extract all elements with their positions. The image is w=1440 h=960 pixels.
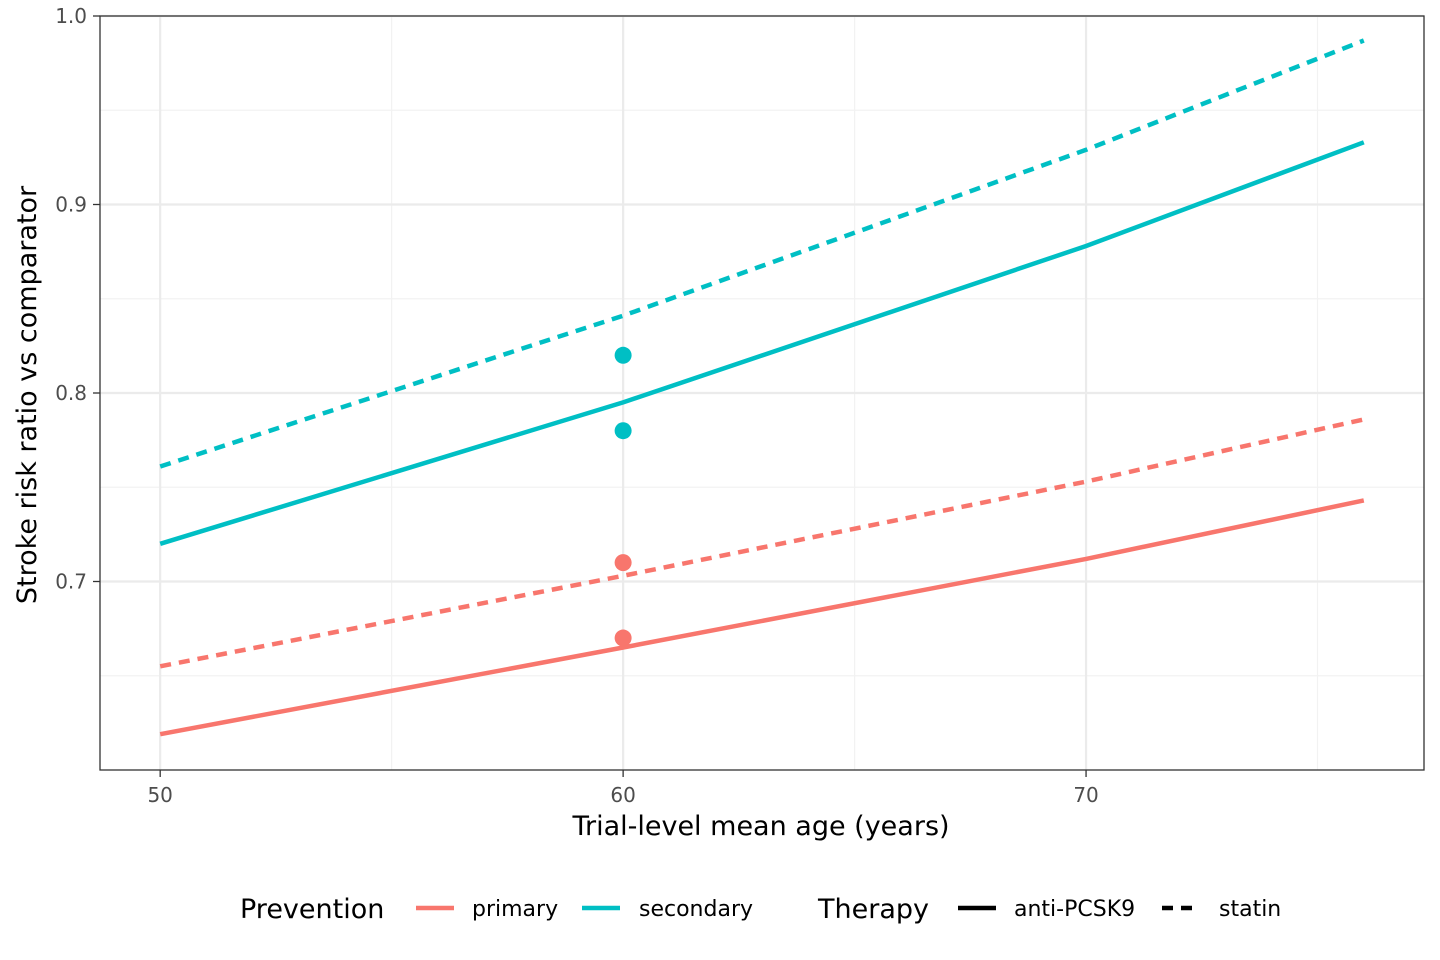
y-axis-title: Stroke risk ratio vs comparator [12, 185, 43, 604]
axis-ticks: 50 60 70 0.7 0.8 0.9 1.0 [55, 4, 1099, 807]
legend: Prevention primary secondary Therapy ant… [240, 894, 1281, 925]
data-point-secondary [614, 346, 632, 364]
series-line-secondary-anti-pcsk9 [159, 140, 1365, 546]
data-point-primary [614, 554, 632, 572]
series-line-secondary-statin [159, 38, 1365, 469]
legend-label-primary: primary [472, 897, 558, 922]
series-line-primary-statin [159, 417, 1365, 669]
data-point-secondary [614, 422, 632, 440]
x-tick-label: 50 [147, 783, 172, 807]
y-tick-label: 0.8 [55, 381, 87, 405]
y-tick-label: 1.0 [55, 4, 87, 28]
x-tick-label: 60 [610, 783, 635, 807]
series-lines [159, 38, 1365, 737]
legend-label-anti-pcsk9: anti-PCSK9 [1014, 897, 1135, 922]
series-line-primary-anti-pcsk9 [159, 498, 1365, 737]
legend-label-secondary: secondary [639, 897, 753, 922]
x-tick-label: 70 [1073, 783, 1098, 807]
y-tick-label: 0.9 [55, 193, 87, 217]
legend-title-prevention: Prevention [240, 894, 384, 925]
legend-label-statin: statin [1219, 897, 1281, 922]
x-axis-title: Trial-level mean age (years) [571, 811, 949, 842]
y-tick-label: 0.7 [55, 570, 87, 594]
data-points [614, 346, 632, 647]
legend-title-therapy: Therapy [817, 894, 929, 925]
data-point-primary [614, 629, 632, 647]
